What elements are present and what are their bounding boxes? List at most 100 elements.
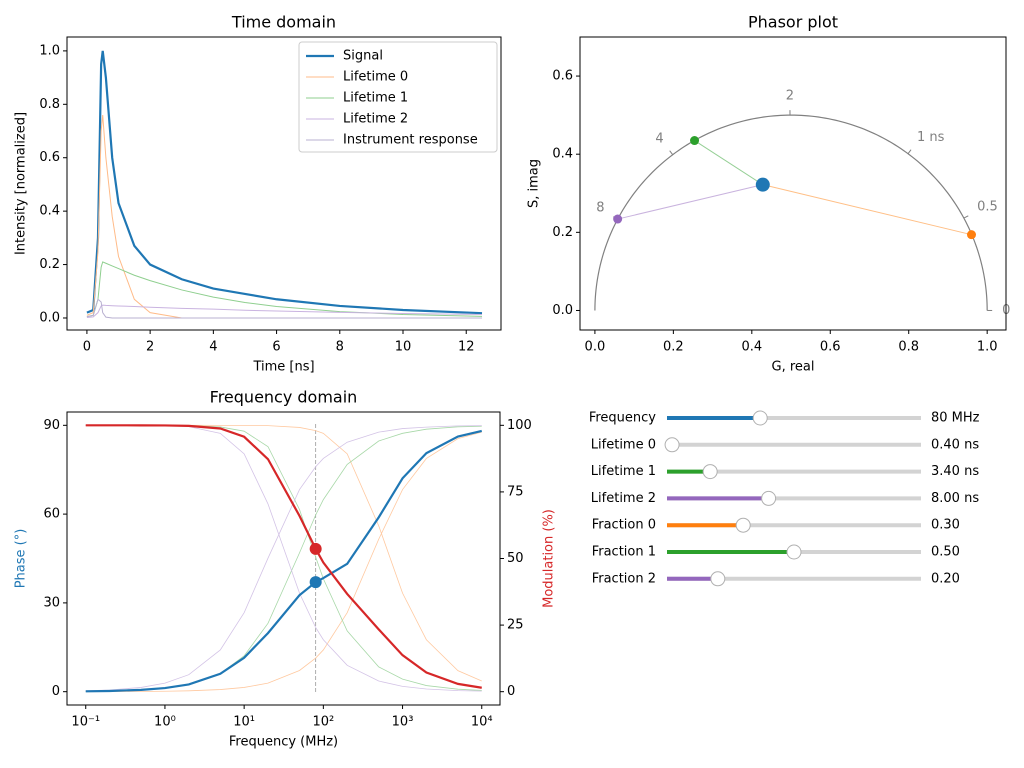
slider-value: 8.00 ns xyxy=(931,491,979,506)
phasor-connector xyxy=(617,184,763,220)
legend-label: Instrument response xyxy=(343,133,478,148)
x-tick-label: 10³ xyxy=(392,715,414,730)
y-tick-label: 0.0 xyxy=(39,310,60,325)
slider-value: 0.40 ns xyxy=(931,437,979,452)
chart-title: Phasor plot xyxy=(748,13,838,32)
semicircle-tick xyxy=(963,215,969,219)
slider-knob[interactable] xyxy=(702,464,718,480)
y-tick-label: 1.0 xyxy=(39,43,60,58)
axes-frame xyxy=(66,411,501,706)
phasor-point xyxy=(690,136,700,146)
slider-knob[interactable] xyxy=(786,544,802,560)
semicircle-tick-label: 1 ns xyxy=(917,130,945,145)
x-tick-label: 0.0 xyxy=(585,340,606,355)
y2-tick-label: 75 xyxy=(507,484,524,499)
slider-value: 0.50 xyxy=(931,545,960,560)
x-axis-label: Time [ns] xyxy=(252,360,314,375)
semicircle-tick-label: 4 xyxy=(655,131,663,146)
phasor-connector xyxy=(762,184,972,236)
slider-label: Fraction 0 xyxy=(592,518,656,533)
x-tick-label: 6 xyxy=(272,340,280,355)
y-tick-label: 0.6 xyxy=(552,69,573,84)
x-tick-label: 10⁻¹ xyxy=(71,715,100,730)
x-tick-label: 4 xyxy=(209,340,217,355)
semicircle-tick-label: 0.5 xyxy=(977,200,998,215)
slider-knob[interactable] xyxy=(735,517,751,533)
x-tick-label: 10¹ xyxy=(233,715,255,730)
slider-label: Lifetime 2 xyxy=(591,491,656,506)
legend-box xyxy=(298,41,498,153)
y2-tick-label: 0 xyxy=(507,684,515,699)
legend-label: Lifetime 1 xyxy=(343,91,408,106)
slider-knob[interactable] xyxy=(761,490,777,506)
y-tick-label: 90 xyxy=(43,418,60,433)
x-tick-label: 10⁴ xyxy=(471,715,493,730)
y-tick-label: 0.0 xyxy=(552,303,573,318)
x-tick-label: 10⁰ xyxy=(154,715,176,730)
x-tick-label: 0.6 xyxy=(820,340,841,355)
universal-semicircle xyxy=(594,114,988,311)
slider-knob[interactable] xyxy=(752,410,768,426)
y2-tick-label: 25 xyxy=(507,618,524,633)
slider-value: 80 MHz xyxy=(931,411,980,426)
y-axis-label: S, imag xyxy=(527,159,542,208)
x-tick-label: 1.0 xyxy=(977,340,998,355)
semicircle-tick-label: 8 xyxy=(596,200,604,215)
phasor-point xyxy=(613,214,623,224)
y-tick-label: 60 xyxy=(43,507,60,522)
phasor-point xyxy=(966,230,976,240)
y2-tick-label: 50 xyxy=(507,551,524,566)
legend-label: Signal xyxy=(343,49,383,64)
y-axis-label: Intensity [normalized] xyxy=(14,112,29,255)
series-line xyxy=(85,429,483,693)
y-tick-label: 0 xyxy=(52,684,60,699)
phasor-point xyxy=(755,177,770,192)
frequency-point xyxy=(309,542,322,555)
series-line xyxy=(86,298,483,319)
slider-label: Lifetime 1 xyxy=(591,464,656,479)
x-tick-label: 0.2 xyxy=(663,340,684,355)
y-tick-label: 0.6 xyxy=(39,150,60,165)
legend-label: Lifetime 2 xyxy=(343,112,408,127)
slider-value: 0.30 xyxy=(931,518,960,533)
axes-frame xyxy=(66,36,502,331)
x-tick-label: 12 xyxy=(458,340,475,355)
y2-tick-label: 100 xyxy=(507,418,532,433)
legend-label: Lifetime 0 xyxy=(343,70,408,85)
y-tick-label: 0.8 xyxy=(39,97,60,112)
y-tick-label: 0.2 xyxy=(39,257,60,272)
semicircle-tick xyxy=(669,150,674,155)
slider-value: 3.40 ns xyxy=(931,464,979,479)
y-tick-label: 0.2 xyxy=(552,225,573,240)
chart-title: Frequency domain xyxy=(210,388,358,407)
slider-knob[interactable] xyxy=(664,437,680,453)
semicircle-tick-label: 2 xyxy=(786,89,794,104)
slider-label: Fraction 1 xyxy=(592,545,656,560)
x-tick-label: 0.4 xyxy=(741,340,762,355)
x-tick-label: 2 xyxy=(146,340,154,355)
slider-knob[interactable] xyxy=(710,571,726,587)
series-line xyxy=(85,425,482,692)
y-tick-label: 0.4 xyxy=(552,147,573,162)
slider-value: 0.20 xyxy=(931,571,960,586)
series-line xyxy=(85,431,482,693)
x-tick-label: 0.8 xyxy=(898,340,919,355)
y-tick-label: 0.4 xyxy=(39,204,60,219)
x-tick-label: 8 xyxy=(336,340,344,355)
series-line xyxy=(85,424,482,689)
x-axis-label: Frequency (MHz) xyxy=(229,735,338,750)
phasor-connector xyxy=(694,140,764,186)
axes-frame xyxy=(579,36,1007,331)
series-line xyxy=(86,50,483,315)
series-line xyxy=(86,261,483,318)
y-axis-label: Phase (°) xyxy=(14,529,29,589)
y-tick-label: 30 xyxy=(43,595,60,610)
y2-axis-label: Modulation (%) xyxy=(542,509,557,608)
x-tick-label: 0 xyxy=(83,340,91,355)
series-line xyxy=(86,304,483,318)
semicircle-tick xyxy=(907,149,912,155)
x-tick-label: 10² xyxy=(312,715,334,730)
